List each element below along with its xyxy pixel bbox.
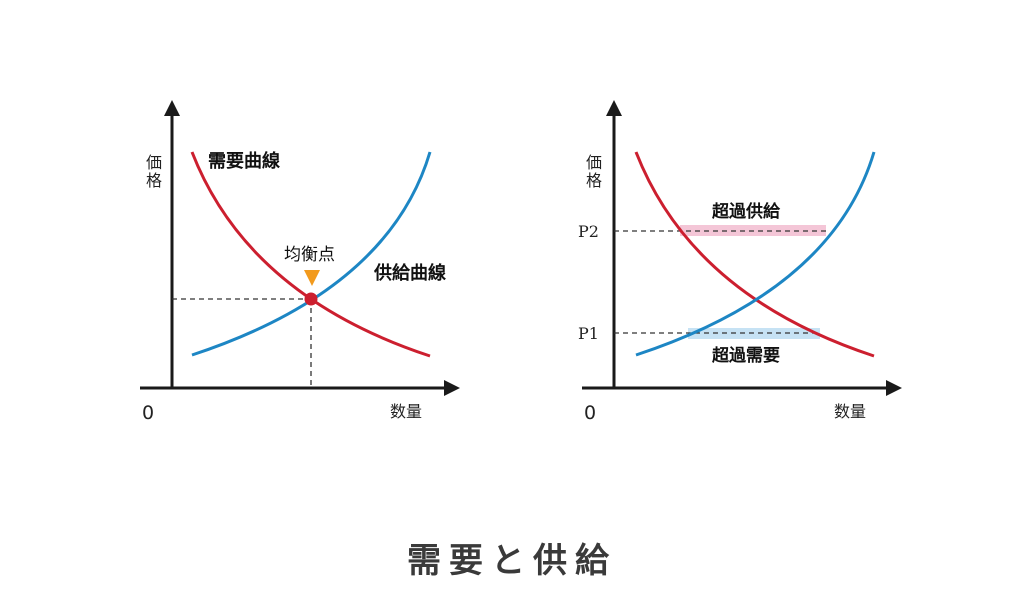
equilibrium-label: 均衡点 (284, 245, 335, 265)
left-y-axis-label-2: 格 (146, 171, 162, 190)
right-origin-label: 0 (584, 402, 596, 424)
page-title: 需要と供給 (407, 541, 617, 581)
left-x-axis-arrow (444, 380, 460, 396)
left-y-axis-label-1: 価 (146, 153, 162, 172)
demand-curve-label: 需要曲線 (208, 150, 280, 172)
left-demand-curve (190, 151, 431, 358)
price-p1-label: P1 (578, 324, 599, 343)
right-y-axis-arrow (606, 100, 622, 116)
right-x-axis-arrow (886, 380, 902, 396)
right-y-axis-label-2: 格 (586, 171, 602, 190)
right-y-axis-label-1: 価 (586, 153, 602, 172)
excess-demand-label: 超過需要 (712, 345, 780, 366)
supply-curve-label: 供給曲線 (373, 262, 446, 284)
right-x-axis-label: 数量 (834, 402, 866, 421)
right-demand-curve (634, 151, 875, 358)
left-chart: 価 格 数量 0 需要曲線 供給曲線 均衡点 (140, 100, 460, 424)
right-supply-curve (635, 151, 876, 357)
equilibrium-point (304, 292, 318, 306)
equilibrium-marker-icon (304, 270, 320, 286)
left-origin-label: 0 (142, 402, 154, 424)
excess-supply-label: 超過供給 (712, 201, 781, 222)
left-supply-curve (191, 151, 432, 357)
price-p2-label: P2 (578, 222, 599, 241)
left-y-axis-arrow (164, 100, 180, 116)
right-chart: 価 格 数量 0 P2 P1 超過供給 超過需要 (578, 100, 902, 424)
left-x-axis-label: 数量 (390, 402, 422, 421)
